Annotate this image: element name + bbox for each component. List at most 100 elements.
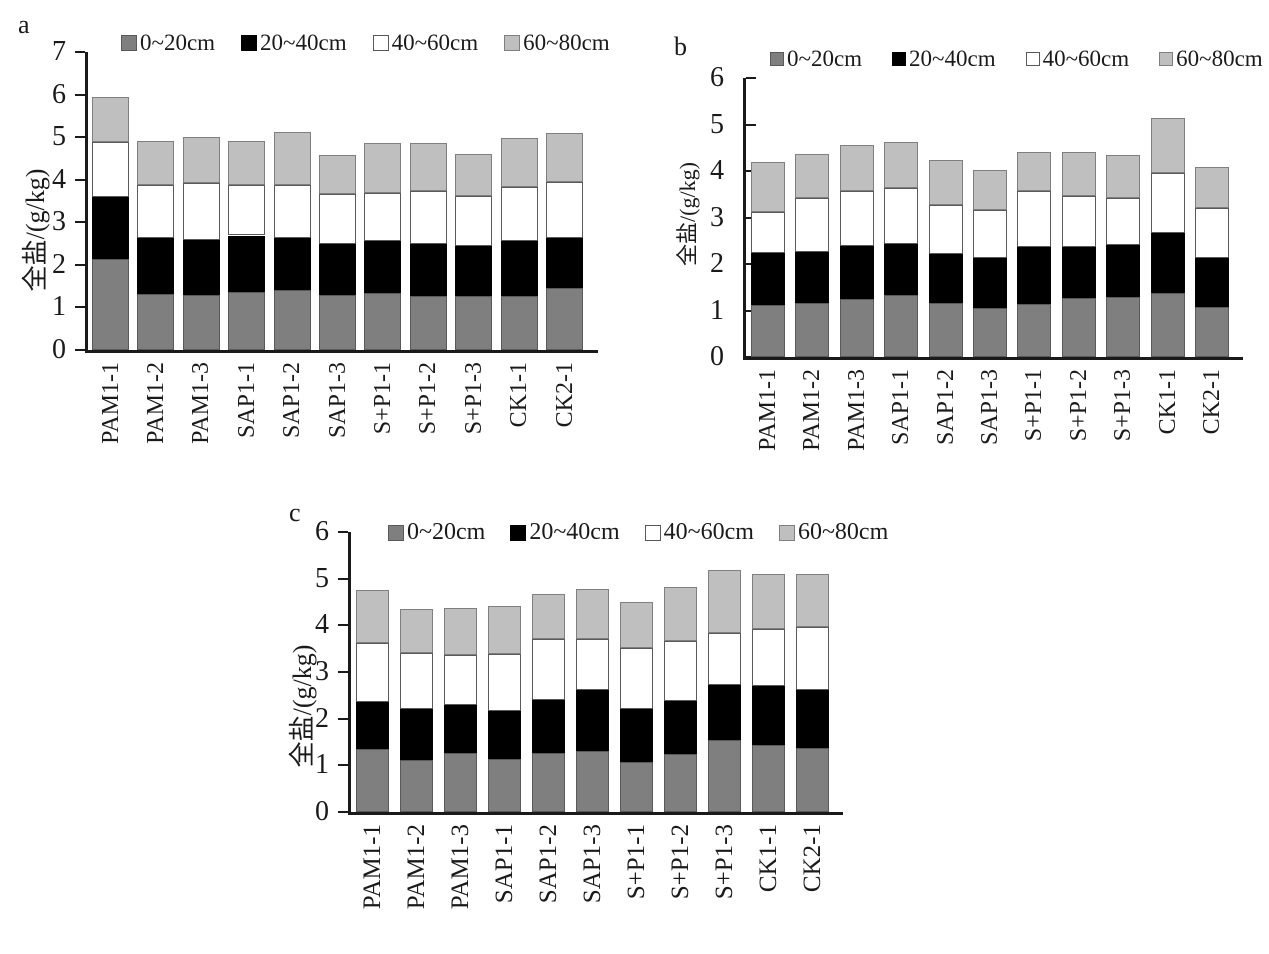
bar-segment-b-PAM1-3-40~60cm — [839, 191, 874, 246]
x-tick-label-c-PAM1-3: PAM1-3 — [446, 824, 474, 910]
legend-item-40~60cm: 40~60cm — [1025, 46, 1130, 72]
y-tick-label-b-3: 3 — [710, 201, 724, 233]
legend-swatch-60~80cm — [778, 524, 795, 541]
bar-segment-a-S+P1-1-40~60cm — [364, 192, 402, 242]
bar-segment-a-PAM1-3-40~60cm — [182, 183, 220, 241]
bar-segment-c-CK1-1-20~40cm — [752, 686, 785, 746]
bar-segment-b-PAM1-1-40~60cm — [751, 211, 785, 253]
y-tick-label-a-0: 0 — [52, 334, 66, 365]
bar-segment-c-PAM1-3-20~40cm — [444, 705, 477, 754]
legend-label: 40~60cm — [1042, 46, 1130, 71]
panel-letter-c: c — [289, 498, 301, 527]
legend-a: 0~20cm 20~40cm 40~60cm 60~80cm — [121, 30, 610, 56]
bar-segment-b-SAP1-3-0~20cm — [973, 307, 1007, 357]
x-tick-label-a-S+P1-3: S+P1-3 — [460, 362, 487, 435]
bar-segment-c-S+P1-3-0~20cm — [708, 740, 741, 812]
bar-segment-b-S+P1-3-0~20cm — [1106, 297, 1141, 357]
bar-segment-b-SAP1-2-0~20cm — [928, 302, 963, 357]
bar-segment-c-PAM1-1-20~40cm — [356, 701, 389, 750]
bar-segment-b-SAP1-1-0~20cm — [884, 294, 919, 357]
bar-segment-c-SAP1-2-20~40cm — [532, 700, 565, 754]
bar-segment-c-SAP1-1-0~20cm — [488, 759, 521, 812]
bar-segment-c-PAM1-2-40~60cm — [400, 653, 433, 709]
y-axis-title-b: 全盐/(g/kg) — [675, 162, 700, 266]
legend-item-20~40cm: 20~40cm — [892, 46, 996, 72]
bar-segment-c-SAP1-3-20~40cm — [576, 689, 609, 751]
bar-segment-b-S+P1-2-40~60cm — [1061, 195, 1096, 248]
x-tick-label-a-SAP1-3: SAP1-3 — [324, 362, 351, 439]
y-tick-label-c-5: 5 — [315, 562, 329, 594]
y-tick-label-a-6: 6 — [52, 78, 66, 110]
y-tick-mark — [338, 577, 348, 580]
bar-segment-c-CK2-1-0~20cm — [796, 747, 829, 812]
y-tick-mark — [746, 77, 756, 79]
bar-segment-a-PAM1-3-60~80cm — [182, 137, 220, 184]
x-tick-label-b-SAP1-2: SAP1-2 — [932, 369, 959, 446]
bar-segment-b-PAM1-2-40~60cm — [795, 198, 830, 253]
y-tick-label-b-6: 6 — [710, 62, 724, 93]
y-tick-label-b-1: 1 — [710, 294, 724, 326]
y-tick-label-c-1: 1 — [315, 749, 329, 781]
bar-segment-c-S+P1-2-40~60cm — [664, 640, 697, 701]
bar-segment-a-S+P1-2-40~60cm — [409, 190, 447, 245]
bar-segment-c-S+P1-2-60~80cm — [664, 587, 697, 641]
bar-segment-c-S+P1-1-0~20cm — [620, 762, 653, 812]
legend-b: 0~20cm 20~40cm 40~60cm 60~80cm — [770, 46, 1263, 72]
bar-segment-a-SAP1-3-40~60cm — [319, 193, 356, 245]
bar-segment-c-PAM1-2-60~80cm — [400, 609, 433, 654]
legend-item-40~60cm: 40~60cm — [644, 519, 754, 546]
bar-segment-a-S+P1-3-20~40cm — [455, 245, 493, 296]
x-tick-label-a-S+P1-1: S+P1-1 — [369, 362, 396, 435]
bar-segment-c-S+P1-2-0~20cm — [664, 754, 697, 812]
bar-segment-a-PAM1-2-20~40cm — [137, 238, 175, 294]
bar-segment-c-SAP1-1-40~60cm — [488, 654, 521, 711]
legend-swatch-40~60cm — [644, 524, 661, 541]
legend-swatch-40~60cm — [372, 35, 389, 51]
bar-segment-a-CK2-1-20~40cm — [546, 237, 583, 288]
bar-segment-a-CK1-1-20~40cm — [500, 240, 538, 296]
x-tick-label-b-PAM1-2: PAM1-2 — [799, 369, 826, 451]
bar-segment-b-CK2-1-0~20cm — [1195, 307, 1229, 357]
bar-segment-b-S+P1-3-60~80cm — [1106, 154, 1141, 198]
bar-segment-c-S+P1-2-20~40cm — [664, 700, 697, 755]
bar-segment-b-CK1-1-20~40cm — [1150, 232, 1185, 293]
bar-segment-c-CK2-1-60~80cm — [796, 574, 829, 628]
bar-segment-b-S+P1-1-60~80cm — [1017, 152, 1052, 192]
bar-segment-c-PAM1-2-20~40cm — [400, 708, 433, 761]
bar-segment-c-SAP1-3-0~20cm — [576, 750, 609, 812]
y-tick-mark — [75, 51, 85, 53]
y-tick-mark — [75, 263, 85, 266]
panel-letter-b: b — [674, 32, 687, 61]
legend-swatch-0~20cm — [388, 524, 404, 541]
legend-label: 60~80cm — [1176, 46, 1263, 71]
bar-segment-a-SAP1-3-60~80cm — [319, 155, 356, 194]
y-tick-label-c-6: 6 — [315, 516, 329, 547]
x-tick-label-c-S+P1-2: S+P1-2 — [666, 824, 694, 900]
x-tick-label-c-SAP1-1: SAP1-1 — [490, 824, 518, 904]
bar-segment-b-PAM1-2-0~20cm — [795, 302, 830, 357]
y-tick-label-c-2: 2 — [315, 702, 329, 734]
y-tick-mark — [75, 136, 85, 139]
y-tick-mark — [746, 309, 756, 312]
bar-segment-b-SAP1-2-60~80cm — [928, 160, 963, 206]
legend-swatch-20~40cm — [892, 52, 907, 66]
legend-item-0~20cm: 0~20cm — [770, 46, 862, 72]
x-tick-label-b-S+P1-3: S+P1-3 — [1110, 369, 1137, 442]
bar-segment-c-SAP1-2-0~20cm — [532, 753, 565, 812]
bar-segment-c-CK1-1-60~80cm — [752, 574, 785, 629]
bar-segment-a-PAM1-2-40~60cm — [137, 184, 175, 239]
bar-segment-a-PAM1-1-40~60cm — [92, 142, 129, 197]
bar-segment-b-SAP1-2-40~60cm — [928, 205, 963, 254]
bar-segment-b-SAP1-1-60~80cm — [884, 142, 919, 189]
x-tick-label-c-CK2-1: CK2-1 — [798, 824, 826, 893]
y-tick-mark — [746, 263, 756, 265]
y-tick-label-a-5: 5 — [52, 121, 66, 153]
bar-segment-b-SAP1-3-60~80cm — [973, 170, 1007, 210]
legend-item-20~40cm: 20~40cm — [241, 30, 347, 56]
legend-swatch-20~40cm — [241, 35, 258, 51]
legend-swatch-20~40cm — [510, 524, 527, 541]
bar-segment-c-S+P1-3-60~80cm — [708, 570, 741, 634]
bar-segment-b-SAP1-3-40~60cm — [973, 209, 1007, 258]
